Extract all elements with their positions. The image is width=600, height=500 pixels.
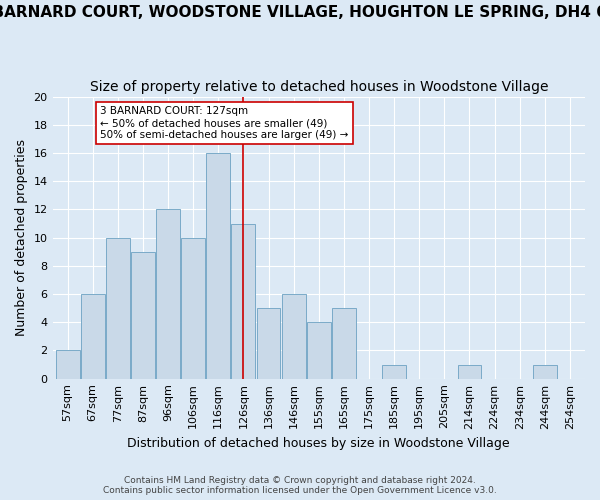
Bar: [257, 308, 280, 378]
Bar: [56, 350, 80, 378]
Bar: [307, 322, 331, 378]
Bar: [382, 364, 406, 378]
Bar: [181, 238, 205, 378]
Bar: [282, 294, 305, 378]
Text: 3, BARNARD COURT, WOODSTONE VILLAGE, HOUGHTON LE SPRING, DH4 6TS: 3, BARNARD COURT, WOODSTONE VILLAGE, HOU…: [0, 5, 600, 20]
Title: Size of property relative to detached houses in Woodstone Village: Size of property relative to detached ho…: [89, 80, 548, 94]
Bar: [81, 294, 104, 378]
Text: Contains HM Land Registry data © Crown copyright and database right 2024.
Contai: Contains HM Land Registry data © Crown c…: [103, 476, 497, 495]
Bar: [106, 238, 130, 378]
Bar: [131, 252, 155, 378]
Bar: [458, 364, 481, 378]
Bar: [206, 153, 230, 378]
Text: 3 BARNARD COURT: 127sqm
← 50% of detached houses are smaller (49)
50% of semi-de: 3 BARNARD COURT: 127sqm ← 50% of detache…: [100, 106, 349, 140]
X-axis label: Distribution of detached houses by size in Woodstone Village: Distribution of detached houses by size …: [127, 437, 510, 450]
Bar: [533, 364, 557, 378]
Bar: [332, 308, 356, 378]
Y-axis label: Number of detached properties: Number of detached properties: [15, 139, 28, 336]
Bar: [232, 224, 256, 378]
Bar: [156, 210, 180, 378]
